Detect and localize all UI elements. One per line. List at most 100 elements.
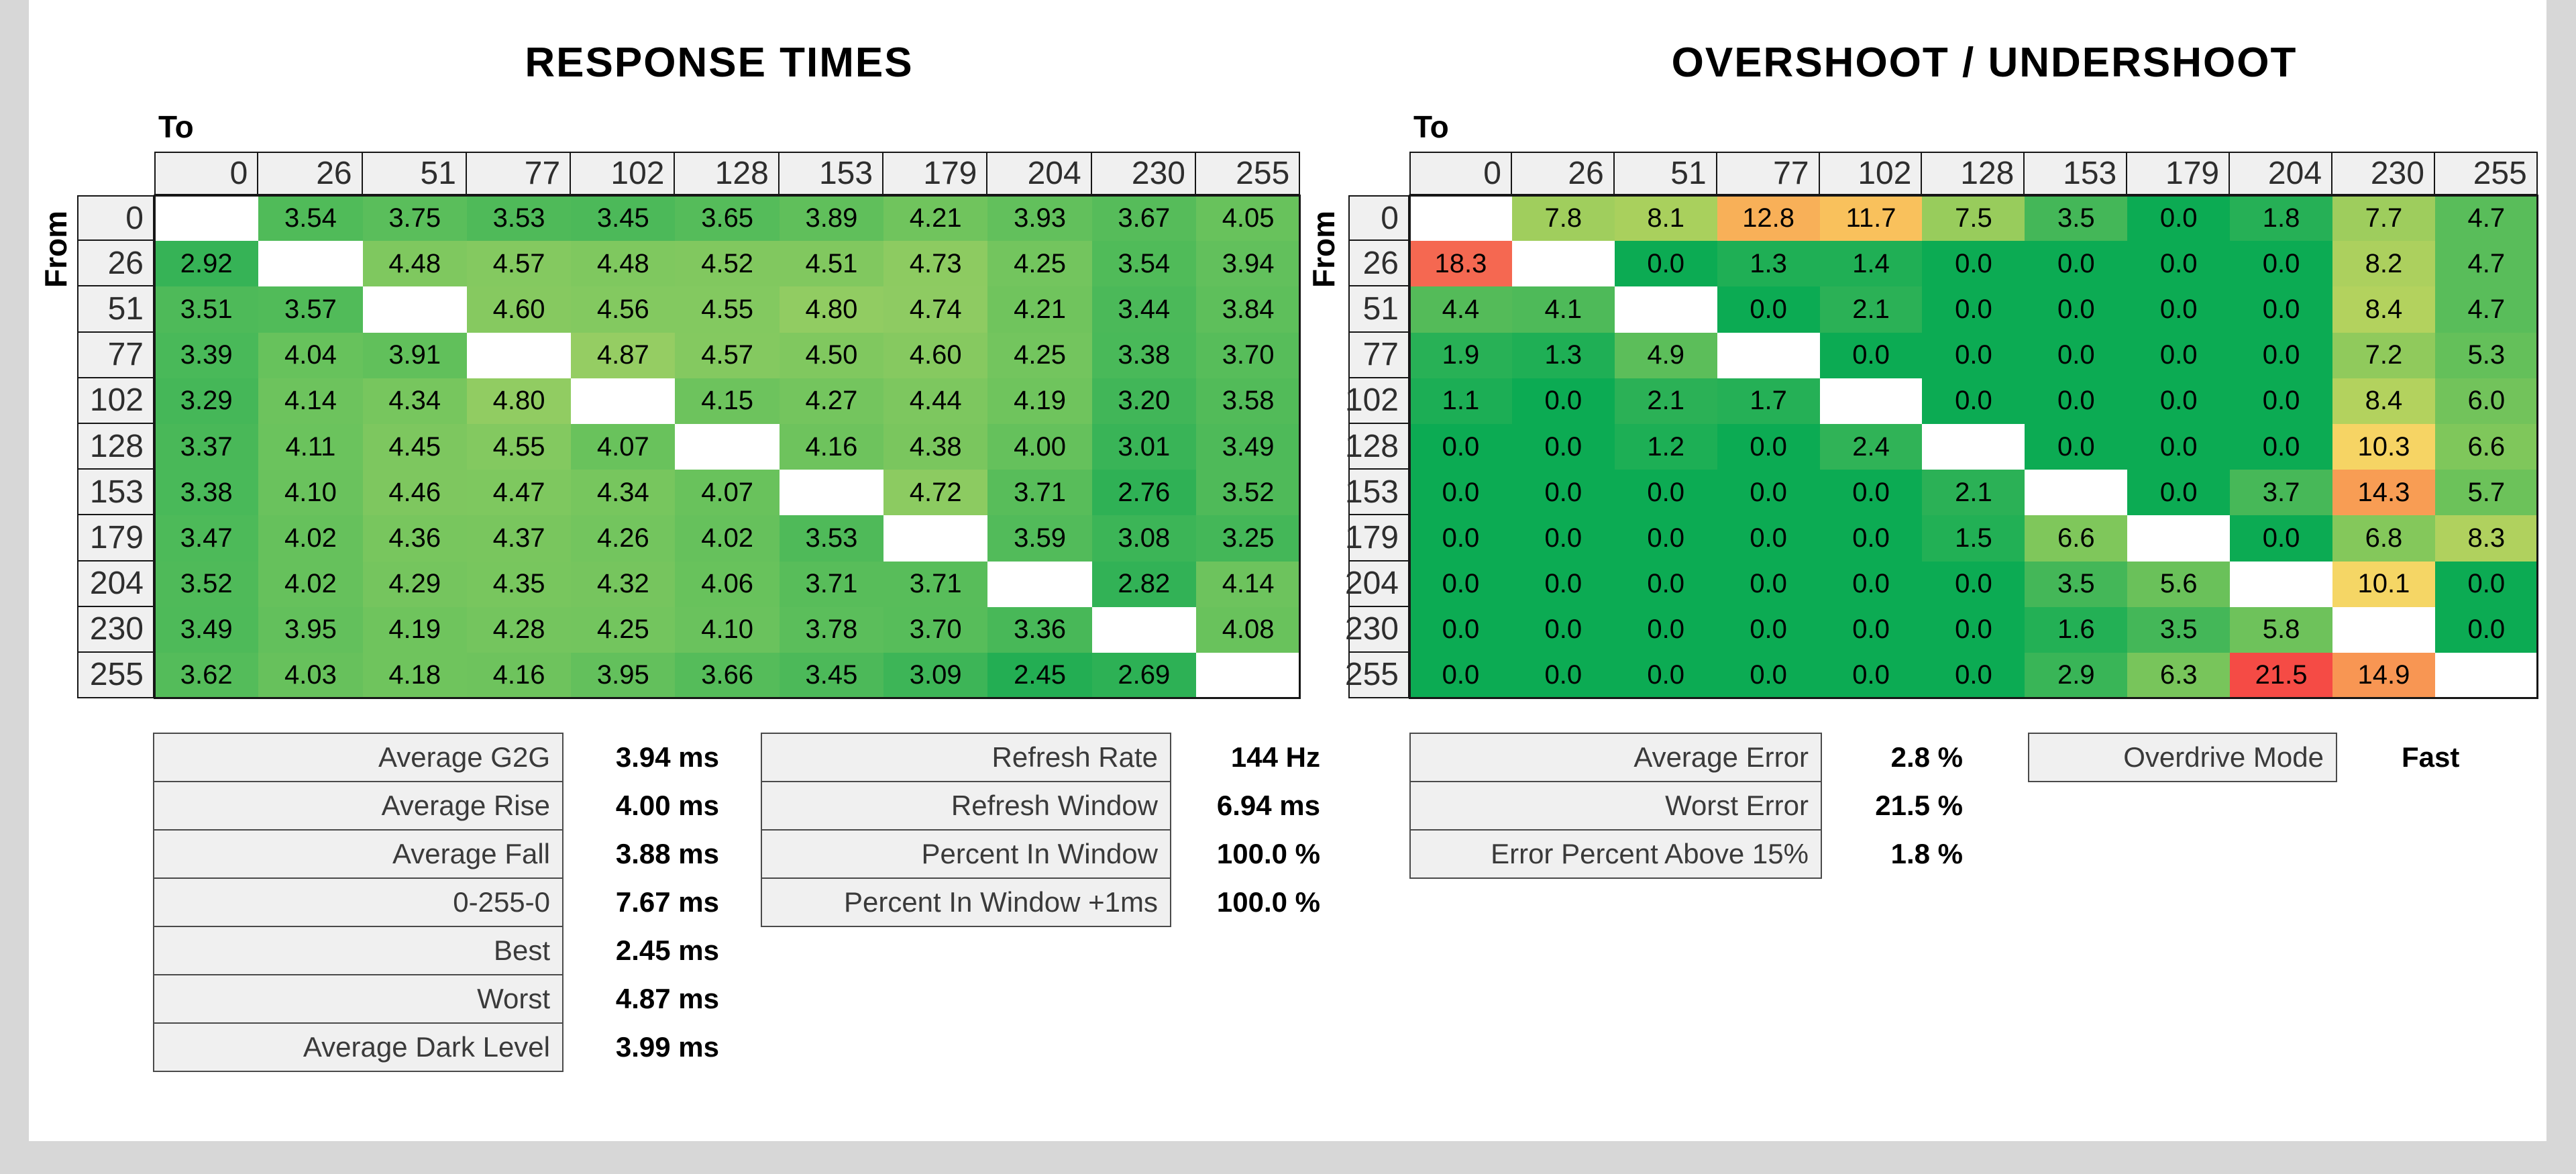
heatmap-cell: 4.14 (1195, 561, 1301, 607)
summary-value: 2.45 ms (615, 935, 719, 966)
heatmap-cell: 0.0 (1819, 561, 1923, 607)
heatmap-cell: 2.1 (1614, 378, 1717, 424)
heatmap-cell: 0.0 (1409, 606, 1512, 653)
heatmap-cell: 3.38 (1091, 332, 1196, 378)
heatmap-cell: 4.48 (362, 241, 467, 287)
heatmap-cell: 4.57 (675, 332, 780, 378)
summary-label: Average Error (1409, 733, 1822, 782)
heatmap-cell: 0.0 (1717, 286, 1820, 333)
col-header-cell: 204 (987, 152, 1092, 195)
heatmap-cell (1819, 378, 1923, 424)
heatmap-cell: 3.62 (154, 652, 259, 699)
heatmap-cell: 3.44 (1091, 286, 1196, 333)
heatmap-cell: 4.27 (779, 378, 884, 424)
overshoot-heatmap: 0 26 51 77 102 128 153 179 204 230 255 0 7.8 8.1 12.8 1… (1345, 152, 2538, 700)
heatmap-cell: 4.28 (466, 606, 572, 653)
col-header-cell: 128 (1922, 152, 2025, 195)
col-header-cell: 204 (2230, 152, 2333, 195)
heatmap-cell: 4.35 (466, 561, 572, 607)
heatmap-cell (1091, 606, 1196, 653)
heatmap-cell: 1.1 (1409, 378, 1512, 424)
heatmap-cell (1195, 652, 1301, 699)
overshoot-title: OVERSHOOT / UNDERSHOOT (1671, 40, 2298, 86)
row-header-cell: 179 (77, 515, 154, 562)
col-header-cell: 255 (1195, 152, 1301, 195)
heatmap-cell: 4.87 (571, 332, 676, 378)
row-header-cell: 230 (77, 606, 154, 653)
heatmap-cell (675, 423, 780, 470)
heatmap-cell: 3.95 (258, 606, 363, 653)
heatmap-cell: 2.82 (1091, 561, 1196, 607)
heatmap-cell: 0.0 (2127, 470, 2231, 516)
heatmap-cell: 1.7 (1717, 378, 1820, 424)
heatmap-cell: 6.6 (2434, 423, 2538, 470)
heatmap-cell: 3.01 (1091, 423, 1196, 470)
row-header-cell: 128 (77, 423, 154, 470)
heatmap-cell: 3.45 (779, 652, 884, 699)
heatmap-cell: 0.0 (1922, 606, 2025, 653)
heatmap-cell: 0.0 (1614, 470, 1717, 516)
heatmap-corner-cell (77, 152, 154, 195)
heatmap-cell (2230, 561, 2333, 607)
heatmap-cell: 3.93 (987, 195, 1092, 242)
heatmap-cell: 0.0 (1717, 470, 1820, 516)
heatmap-cell: 0.0 (1409, 561, 1512, 607)
heatmap-cell (2434, 652, 2538, 699)
summary-label: Best (153, 926, 564, 975)
heatmap-cell: 8.1 (1614, 195, 1717, 242)
summary-label: Worst (153, 974, 564, 1024)
heatmap-cell: 0.0 (1409, 515, 1512, 562)
heatmap-cell: 0.0 (2127, 241, 2231, 287)
heatmap-cell: 4.02 (675, 515, 780, 562)
heatmap-cell: 3.53 (779, 515, 884, 562)
summary-label: Refresh Rate (761, 733, 1171, 782)
heatmap-cell: 10.3 (2332, 423, 2435, 470)
heatmap-cell: 0.0 (1819, 606, 1923, 653)
heatmap-cell: 4.07 (675, 470, 780, 516)
summary-row: Refresh Rate 144 Hz (761, 733, 1320, 782)
heatmap-cell (2127, 515, 2231, 562)
heatmap-cell: 4.60 (883, 332, 988, 378)
row-header-cell: 179 (1345, 515, 1409, 562)
heatmap-cell: 4.34 (362, 378, 467, 424)
heatmap-cell: 3.84 (1195, 286, 1301, 333)
heatmap-cell: 0.0 (2025, 241, 2128, 287)
heatmap-cell (571, 378, 676, 424)
heatmap-cell: 4.02 (258, 561, 363, 607)
summary-value: 4.00 ms (615, 790, 719, 821)
heatmap-cell: 3.53 (466, 195, 572, 242)
heatmap-cell: 1.2 (1614, 423, 1717, 470)
heatmap-cell: 3.51 (154, 286, 259, 333)
heatmap-cell: 3.71 (779, 561, 884, 607)
heatmap-cell: 4.14 (258, 378, 363, 424)
heatmap-cell: 0.0 (1922, 652, 2025, 699)
heatmap-cell: 0.0 (2127, 378, 2231, 424)
summary-value: 144 Hz (1230, 741, 1320, 773)
heatmap-cell: 4.7 (2434, 286, 2538, 333)
summary-value: 7.67 ms (615, 886, 719, 918)
heatmap-cell: 4.1 (1511, 286, 1615, 333)
heatmap-cell: 4.25 (571, 606, 676, 653)
heatmap-cell: 4.29 (362, 561, 467, 607)
heatmap-cell (883, 515, 988, 562)
heatmap-cell: 5.8 (2230, 606, 2333, 653)
col-header-cell: 51 (1614, 152, 1717, 195)
heatmap-cell (258, 241, 363, 287)
heatmap-cell: 4.18 (362, 652, 467, 699)
heatmap-cell: 3.5 (2025, 561, 2128, 607)
heatmap-cell: 3.38 (154, 470, 259, 516)
heatmap-cell: 0.0 (1717, 423, 1820, 470)
heatmap-cell: 0.0 (2127, 332, 2231, 378)
row-header-cell: 204 (77, 561, 154, 607)
heatmap-corner-cell (1348, 152, 1409, 195)
summary-label: Worst Error (1409, 781, 1822, 831)
heatmap-cell: 8.4 (2332, 378, 2435, 424)
heatmap-cell: 3.71 (883, 561, 988, 607)
to-axis-label-right: To (1413, 109, 1449, 144)
heatmap-cell: 4.03 (258, 652, 363, 699)
heatmap-cell: 7.5 (1922, 195, 2025, 242)
heatmap-cell: 4.06 (675, 561, 780, 607)
heatmap-cell: 3.25 (1195, 515, 1301, 562)
heatmap-cell: 4.34 (571, 470, 676, 516)
heatmap-cell: 0.0 (2230, 515, 2333, 562)
